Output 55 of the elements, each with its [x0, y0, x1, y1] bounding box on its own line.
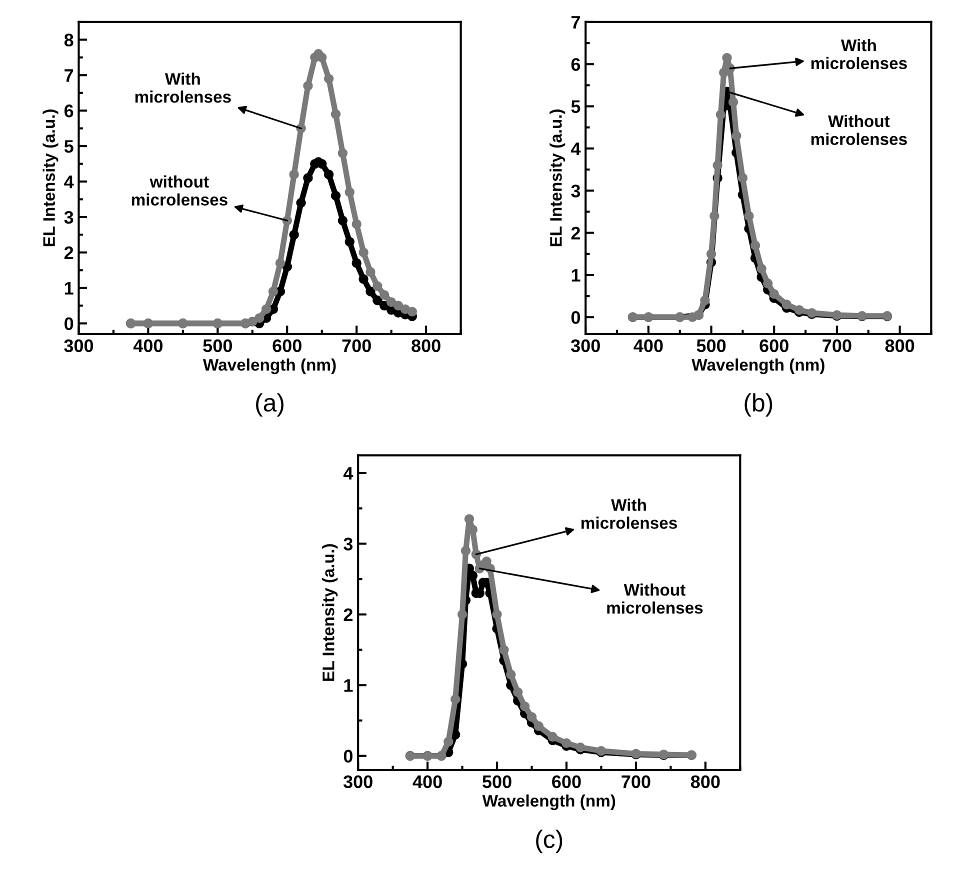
x-tick-label: 400: [133, 339, 163, 352]
y-tick-label: 5: [571, 100, 580, 114]
x-axis-title: Wavelength (nm): [482, 794, 616, 810]
annotation: without microlenses: [132, 175, 228, 206]
x-tick-label: 800: [885, 339, 914, 352]
y-tick-label: 3: [344, 538, 353, 550]
x-tick-label: 400: [412, 775, 442, 788]
annotation: Without microlenses: [607, 584, 703, 614]
x-tick-label: 700: [622, 775, 650, 788]
y-tick-label: 3: [64, 210, 74, 224]
y-axis-title: EL Intensity (a.u.): [322, 544, 338, 681]
text: (b): [744, 393, 772, 417]
x-tick-label: 600: [760, 339, 788, 352]
x-tick-label: 300: [343, 775, 372, 788]
x-tick-label: 300: [570, 339, 600, 352]
x-axis-title: Wavelength (nm): [202, 358, 336, 374]
x-axis-title: Wavelength (nm): [692, 358, 824, 374]
x-tick-label: 800: [690, 775, 720, 788]
y-tick-label: 5: [64, 140, 74, 153]
y-axis-title: EL Intensity (a.u.): [550, 110, 566, 246]
x-tick-label: 400: [634, 339, 663, 352]
y-tick-label: 6: [571, 58, 580, 71]
x-tick-label: 500: [203, 339, 232, 352]
annotation: Without microlenses: [811, 114, 907, 146]
text: (a): [256, 393, 284, 417]
y-tick-label: 2: [64, 246, 74, 260]
x-tick-label: 600: [272, 339, 302, 352]
y-axis-title: EL Intensity (a.u.): [42, 110, 58, 246]
x-tick-label: 800: [412, 339, 440, 352]
y-tick-label: 1: [344, 679, 353, 692]
y-tick-label: 1: [572, 269, 580, 282]
y-tick-label: 7: [571, 16, 580, 29]
annotation: With microlenses: [811, 38, 907, 70]
y-tick-label: 0: [571, 311, 580, 324]
x-tick-label: 500: [482, 775, 512, 788]
y-tick-label: 1: [64, 282, 74, 294]
y-tick-label: 0: [64, 317, 74, 330]
y-tick-label: 4: [343, 467, 354, 480]
y-tick-label: 3: [571, 184, 580, 198]
y-tick-label: 4: [64, 176, 74, 188]
x-tick-label: 700: [342, 339, 371, 352]
text: (c): [536, 830, 562, 854]
y-tick-label: 4: [570, 142, 581, 156]
y-tick-label: 6: [64, 104, 74, 118]
y-tick-label: 0: [344, 750, 352, 763]
y-tick-label: 7: [64, 69, 74, 82]
x-tick-label: 700: [822, 339, 852, 352]
annotation: With microlenses: [581, 498, 677, 529]
y-tick-label: 2: [571, 226, 580, 240]
annotation: With microlenses: [135, 72, 231, 103]
x-tick-label: 500: [696, 339, 726, 352]
x-tick-label: 600: [552, 775, 581, 788]
y-tick-label: 2: [344, 608, 352, 621]
x-tick-label: 300: [64, 339, 94, 352]
y-tick-label: 8: [64, 34, 74, 46]
